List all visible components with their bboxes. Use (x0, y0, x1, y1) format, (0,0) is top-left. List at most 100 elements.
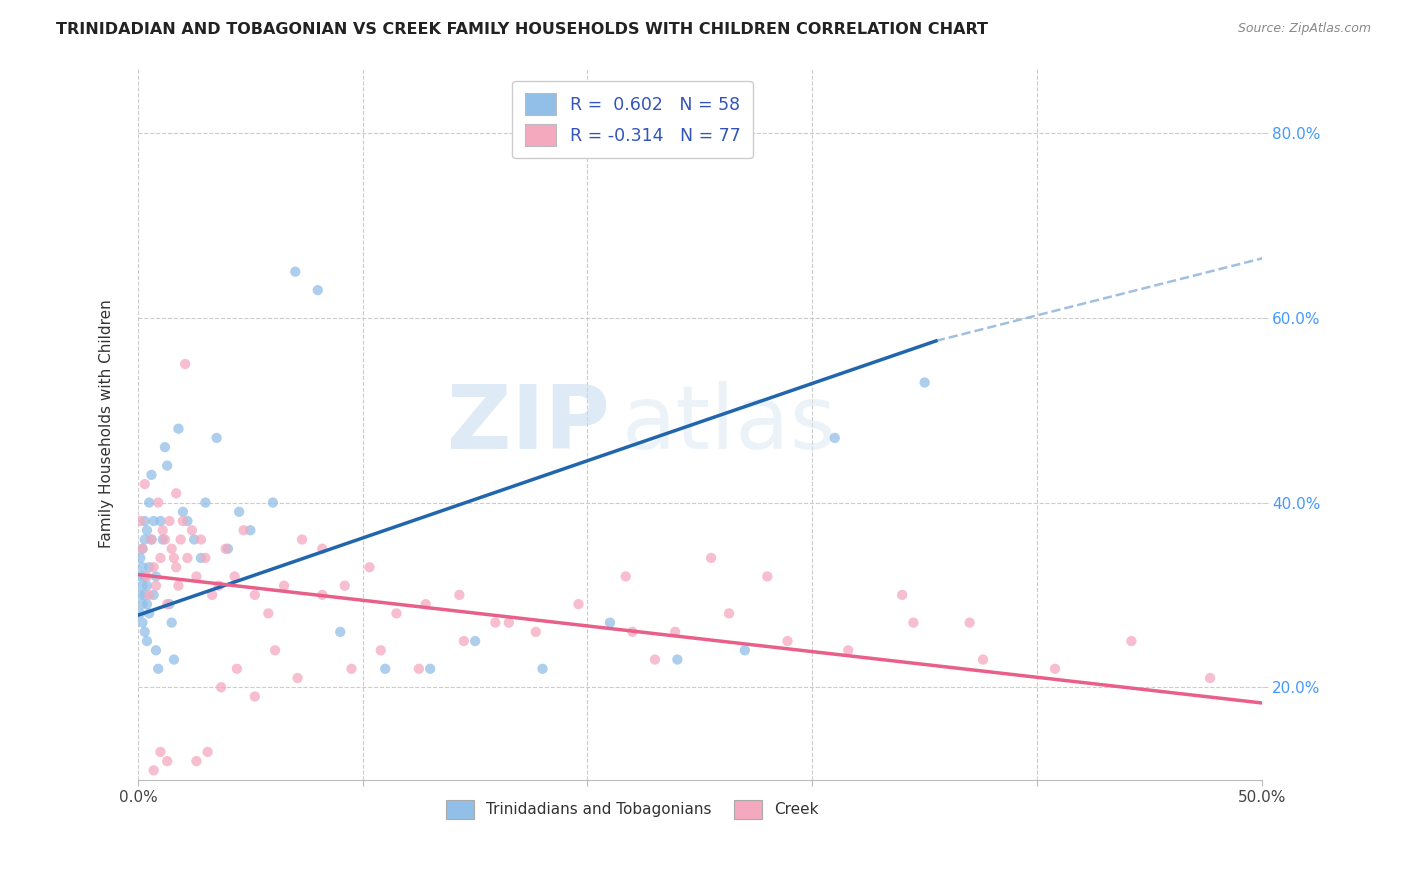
Point (138, 588, 160, 602)
Point (176, 551, 198, 566)
Point (172, 505, 194, 519)
Point (464, 634, 486, 648)
Point (614, 569, 637, 583)
Point (214, 541, 236, 556)
Point (129, 588, 152, 602)
Point (329, 624, 352, 639)
Point (131, 579, 153, 593)
Point (217, 541, 239, 556)
Point (385, 607, 408, 621)
Point (141, 533, 163, 547)
Point (359, 560, 381, 574)
Point (159, 597, 181, 611)
Point (152, 533, 174, 547)
Legend: Trinidadians and Tobagonians, Creek: Trinidadians and Tobagonians, Creek (440, 794, 825, 825)
Point (170, 533, 193, 547)
Point (419, 662, 441, 676)
Point (163, 652, 186, 666)
Point (134, 533, 156, 547)
Point (156, 754, 179, 768)
Point (837, 643, 859, 657)
Point (599, 615, 621, 630)
Point (129, 514, 152, 528)
Text: Source: ZipAtlas.com: Source: ZipAtlas.com (1237, 22, 1371, 36)
Text: TRINIDADIAN AND TOBAGONIAN VS CREEK FAMILY HOUSEHOLDS WITH CHILDREN CORRELATION : TRINIDADIAN AND TOBAGONIAN VS CREEK FAMI… (56, 22, 988, 37)
Point (449, 588, 471, 602)
Point (1043, 662, 1066, 676)
Point (149, 551, 172, 566)
Point (129, 551, 152, 566)
Point (141, 467, 163, 482)
Point (205, 431, 228, 445)
Point (208, 579, 231, 593)
Point (225, 662, 247, 676)
Point (134, 569, 156, 583)
Point (287, 671, 309, 685)
Point (167, 422, 190, 436)
Point (165, 560, 187, 574)
Point (498, 615, 520, 630)
Point (160, 615, 183, 630)
Point (194, 495, 217, 509)
Point (734, 643, 756, 657)
Point (129, 569, 152, 583)
Text: atlas: atlas (621, 381, 837, 467)
Point (138, 495, 160, 509)
Text: ZIP: ZIP (447, 381, 610, 467)
Point (141, 533, 163, 547)
Point (262, 495, 284, 509)
Point (224, 569, 246, 583)
Point (134, 514, 156, 528)
Y-axis label: Family Households with Children: Family Households with Children (100, 300, 114, 549)
Point (136, 523, 159, 537)
Point (239, 523, 262, 537)
Point (149, 745, 172, 759)
Point (257, 607, 280, 621)
Point (664, 624, 686, 639)
Point (1199, 671, 1222, 685)
Point (142, 764, 165, 778)
Point (134, 624, 156, 639)
Point (138, 607, 160, 621)
Point (228, 505, 250, 519)
Point (311, 588, 333, 602)
Point (148, 495, 170, 509)
Point (232, 523, 254, 537)
Point (891, 588, 914, 602)
Point (145, 643, 167, 657)
Point (284, 265, 307, 279)
Point (134, 588, 156, 602)
Point (903, 615, 925, 630)
Point (959, 615, 981, 630)
Point (163, 551, 186, 566)
Point (972, 652, 994, 666)
Point (156, 597, 179, 611)
Point (307, 283, 329, 297)
Point (174, 357, 197, 371)
Point (718, 607, 741, 621)
Point (183, 533, 205, 547)
Point (145, 569, 167, 583)
Point (531, 662, 554, 676)
Point (165, 486, 187, 500)
Point (776, 634, 799, 648)
Point (136, 579, 159, 593)
Point (153, 533, 176, 547)
Point (131, 597, 153, 611)
Point (142, 588, 165, 602)
Point (190, 551, 212, 566)
Point (156, 458, 179, 473)
Point (756, 569, 779, 583)
Point (264, 643, 287, 657)
Point (131, 541, 153, 556)
Point (159, 514, 181, 528)
Point (453, 634, 475, 648)
Point (145, 579, 167, 593)
Point (484, 615, 506, 630)
Point (176, 514, 198, 528)
Point (129, 607, 152, 621)
Point (567, 597, 589, 611)
Point (291, 533, 314, 547)
Point (134, 477, 156, 491)
Point (142, 560, 165, 574)
